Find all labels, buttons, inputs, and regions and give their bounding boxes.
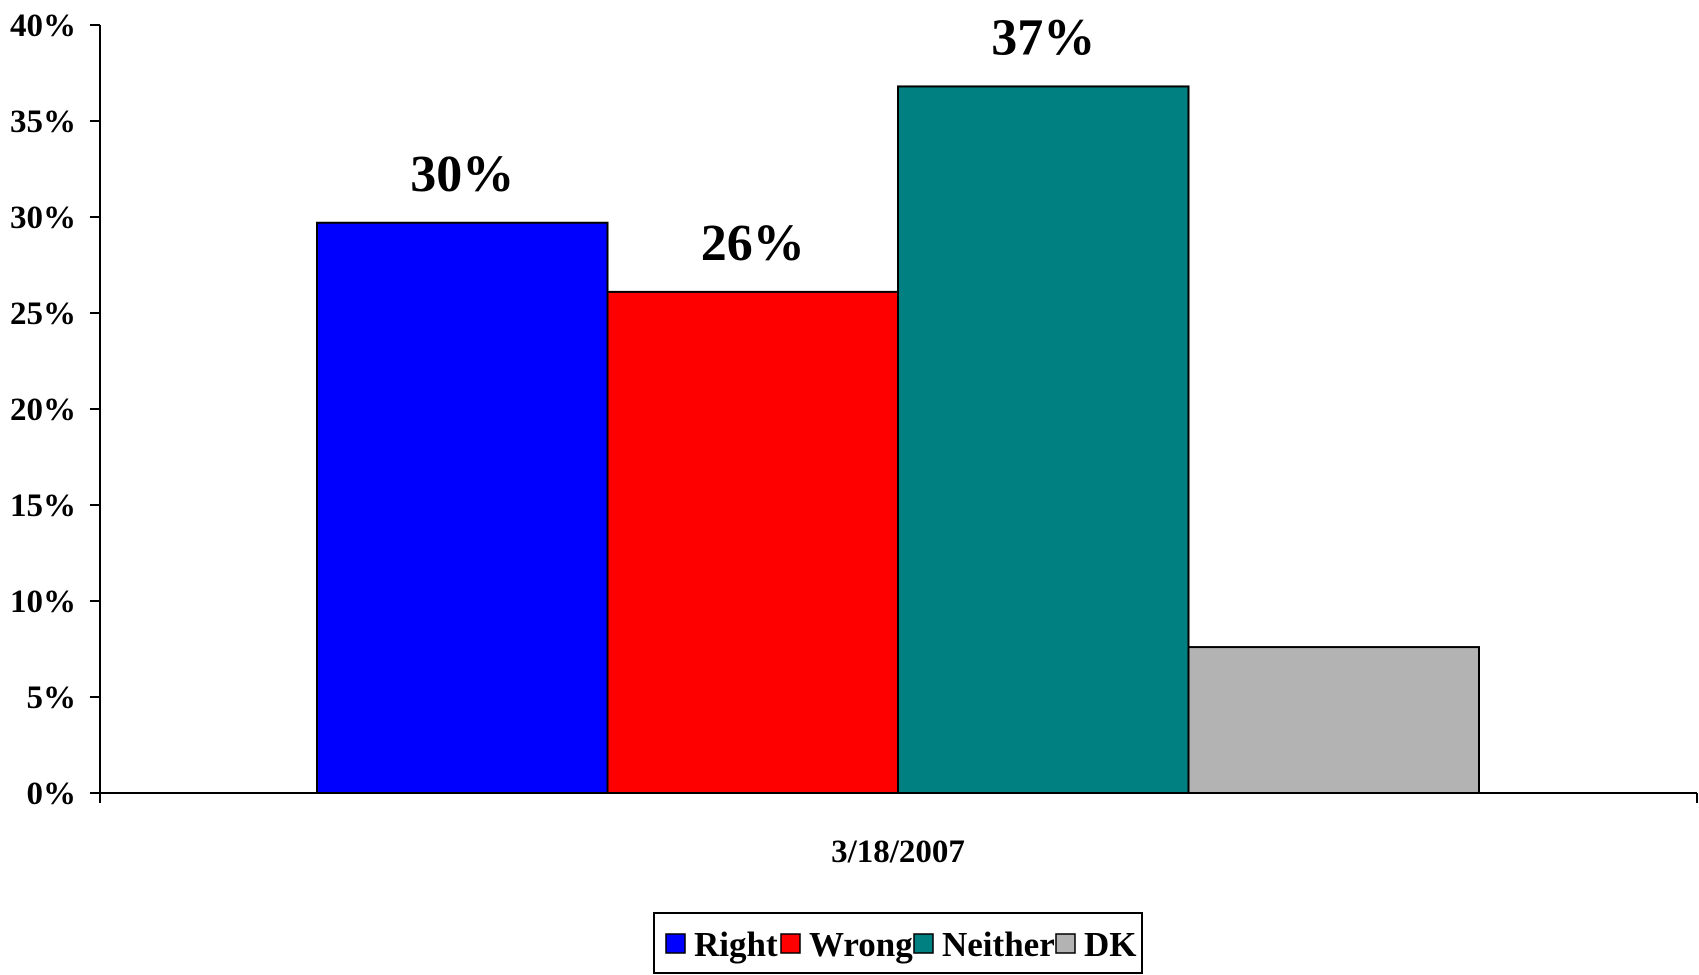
legend-swatch-dk: [1056, 934, 1075, 953]
y-tick-label: 15%: [10, 488, 76, 524]
y-axis-ticks: 0% 5% 10% 15% 20% 25% 30% 35% 40%: [10, 8, 100, 812]
y-tick-label: 25%: [10, 296, 76, 332]
y-tick-label: 20%: [10, 392, 76, 428]
legend-swatch-neither: [914, 934, 933, 953]
y-tick-label: 0%: [27, 776, 77, 812]
data-label-wrong: 26%: [701, 215, 805, 272]
bar-neither: [898, 86, 1189, 793]
bar-wrong: [608, 292, 899, 793]
legend-label-right: Right: [694, 925, 778, 964]
legend-label-neither: Neither: [942, 925, 1055, 964]
bar-dk: [1189, 647, 1480, 793]
legend-swatch-wrong: [781, 934, 800, 953]
legend-label-dk: DK: [1084, 925, 1137, 964]
y-tick-label: 35%: [10, 104, 76, 140]
x-axis-category-label: 3/18/2007: [831, 834, 965, 870]
legend-label-wrong: Wrong: [809, 925, 913, 964]
legend: Right Wrong Neither DK: [654, 913, 1142, 973]
data-label-right: 30%: [410, 146, 514, 203]
y-tick-label: 10%: [10, 584, 76, 620]
legend-swatch-right: [666, 934, 685, 953]
y-tick-label: 5%: [27, 680, 77, 716]
y-tick-label: 30%: [10, 200, 76, 236]
data-label-neither: 37%: [991, 9, 1095, 66]
bar-right: [317, 223, 608, 793]
y-tick-label: 40%: [10, 8, 76, 44]
